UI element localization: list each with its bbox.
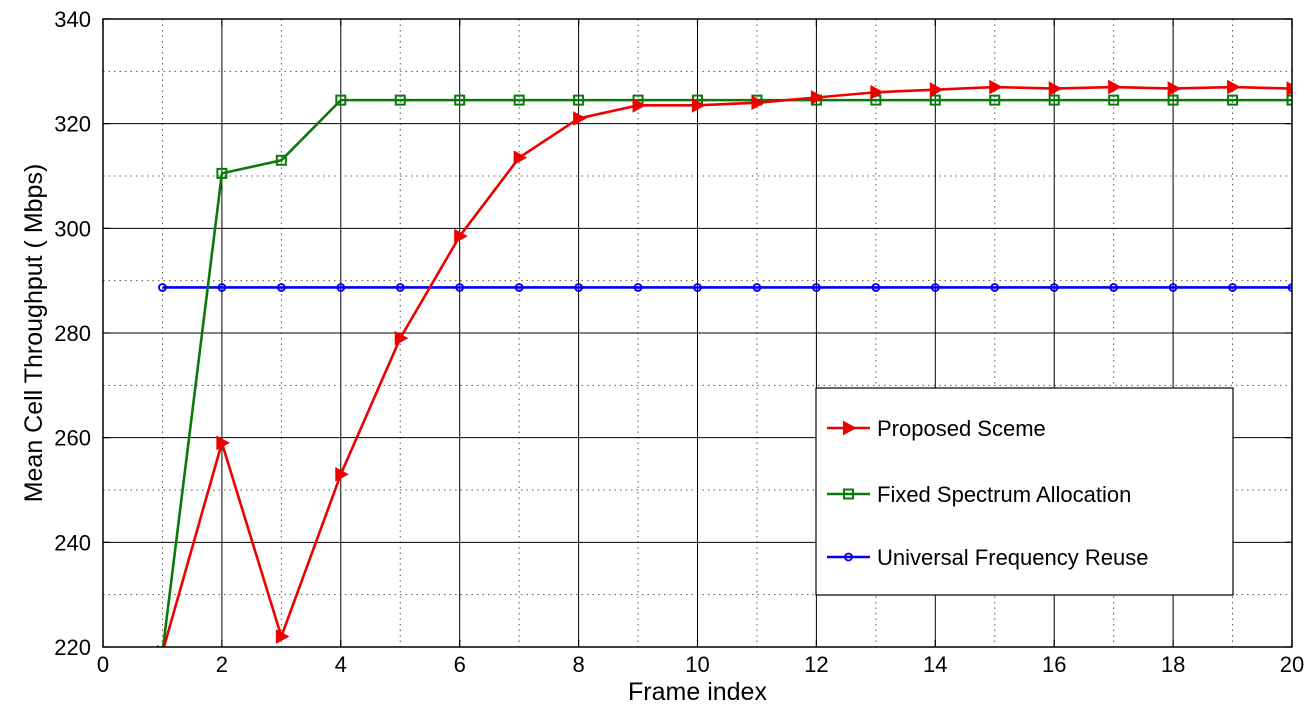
x-tick-label: 2 xyxy=(216,652,228,677)
data-point xyxy=(870,84,884,100)
data-point xyxy=(810,90,825,105)
y-tick-label: 260 xyxy=(54,426,91,451)
x-tick-label: 6 xyxy=(454,652,466,677)
data-point xyxy=(1287,283,1292,292)
data-point xyxy=(454,94,466,106)
data-point xyxy=(395,283,405,292)
x-tick-label: 12 xyxy=(804,652,828,677)
data-point xyxy=(751,95,765,111)
data-point xyxy=(1049,283,1059,292)
data-point xyxy=(633,283,643,292)
data-point xyxy=(276,283,286,292)
data-point xyxy=(1227,94,1239,106)
data-point xyxy=(693,283,702,292)
data-point xyxy=(455,283,465,292)
data-point xyxy=(513,150,528,166)
data-point xyxy=(394,94,406,106)
data-point xyxy=(752,283,762,292)
legend-swatch-marker xyxy=(843,420,857,436)
data-point xyxy=(812,283,821,292)
data-point xyxy=(1227,79,1241,95)
y-axis-title: Mean Cell Throughput ( Mbps) xyxy=(20,164,48,503)
series-line xyxy=(162,85,1292,647)
data-point xyxy=(1168,283,1178,292)
legend-entry: Universal Frequency Reuse xyxy=(827,545,1148,570)
legend-label: Proposed Sceme xyxy=(877,416,1046,441)
legend-swatch-marker xyxy=(844,552,853,562)
y-tick-label: 300 xyxy=(54,216,91,241)
x-axis-title: Frame index xyxy=(628,678,767,706)
data-point xyxy=(574,283,583,292)
series-proposed-sceme xyxy=(156,79,1292,647)
data-point xyxy=(335,466,349,482)
data-point xyxy=(1048,94,1060,106)
data-point xyxy=(573,111,587,126)
data-point xyxy=(692,98,706,113)
data-point xyxy=(929,82,944,97)
data-point xyxy=(989,94,1001,106)
legend-swatch-marker xyxy=(843,488,854,500)
data-point xyxy=(1108,94,1120,106)
data-point xyxy=(1167,94,1179,106)
legend-entry: Fixed Spectrum Allocation xyxy=(827,482,1131,507)
legend-entry: Proposed Sceme xyxy=(827,416,1046,441)
x-tick-label: 8 xyxy=(572,652,584,677)
data-point xyxy=(1167,81,1182,96)
series-line xyxy=(161,98,1292,647)
data-point xyxy=(1048,81,1063,96)
data-point xyxy=(573,94,585,106)
x-tick-label: 0 xyxy=(97,652,109,677)
tick-labels: 0 2 4 6 8 10 12 14 16 18 20 220 240 260 280 300 320 340 xyxy=(54,7,1304,677)
data-point xyxy=(158,283,167,292)
y-tick-label: 320 xyxy=(54,112,91,137)
data-point xyxy=(217,283,227,292)
data-point xyxy=(1109,283,1119,292)
y-tick-label: 220 xyxy=(54,635,91,660)
legend-box xyxy=(815,387,1234,596)
data-point xyxy=(1286,81,1292,96)
data-point xyxy=(394,330,409,346)
data-point xyxy=(216,167,228,179)
data-point xyxy=(454,228,468,244)
x-tick-label: 14 xyxy=(923,652,947,677)
data-point xyxy=(1108,79,1122,95)
legend-label: Fixed Spectrum Allocation xyxy=(877,482,1131,507)
data-point xyxy=(335,94,347,106)
y-tick-label: 280 xyxy=(54,321,91,346)
data-point xyxy=(216,435,230,451)
x-tick-label: 20 xyxy=(1280,652,1304,677)
data-point xyxy=(275,629,290,644)
data-point xyxy=(989,79,1003,95)
data-point xyxy=(871,283,881,292)
data-point xyxy=(929,94,941,106)
y-tick-label: 240 xyxy=(54,530,91,555)
data-point xyxy=(990,283,1000,292)
series-universal-frequency-reuse xyxy=(158,283,1292,292)
x-tick-label: 18 xyxy=(1161,652,1185,677)
data-point xyxy=(514,283,524,292)
x-tick-label: 4 xyxy=(335,652,347,677)
data-point xyxy=(632,98,647,113)
data-point xyxy=(1228,283,1237,292)
data-point xyxy=(1286,94,1292,106)
legend-entries: Proposed Sceme Fixed Spectrum Allocation U… xyxy=(827,416,1148,570)
y-tick-label: 340 xyxy=(54,7,91,32)
series-layer xyxy=(156,79,1292,647)
data-point xyxy=(275,154,287,166)
x-tick-label: 10 xyxy=(685,652,709,677)
legend: Proposed Sceme Fixed Spectrum Allocation U… xyxy=(815,387,1234,596)
data-point xyxy=(336,283,346,292)
data-point xyxy=(930,283,940,292)
data-point xyxy=(513,94,525,106)
x-tick-label: 16 xyxy=(1042,652,1066,677)
legend-label: Universal Frequency Reuse xyxy=(877,545,1148,570)
